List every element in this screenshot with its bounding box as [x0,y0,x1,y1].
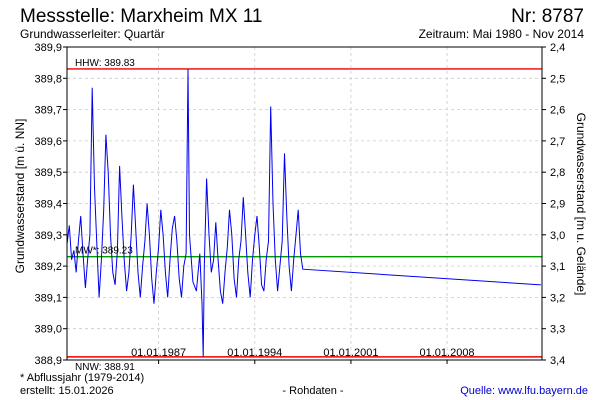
reference-lines [67,68,542,358]
aquifer-label: Grundwasserleiter: Quartär [20,27,165,41]
rawdata-label: - Rohdaten - [282,385,343,397]
series-line [66,68,541,357]
y-tick-label: 389,2 [34,261,62,273]
x-tick-label: 01.01.2008 [420,347,475,359]
reference-label-mw: MW*: 389.23 [75,246,133,257]
y-axis-label-right: Grundwasserstand [m u. Gelände] [574,113,588,296]
x-tick-label: 01.01.1994 [227,347,282,359]
y2-tick-label: 3,0 [550,230,565,242]
grid-lines [67,47,542,360]
y-tick-label: 389,4 [34,199,62,211]
y2-tick-label: 2,6 [550,105,565,117]
y2-tick-label: 3,2 [550,292,565,304]
y-tick-label: 389,5 [34,167,62,179]
source-link[interactable]: Quelle: www.lfu.bayern.de [460,385,588,397]
left-axis-ticks: 388,9 389,0 389,1 389,2 389,3 389,4 389,5 389,6… [34,42,67,367]
right-axis-ticks: 3,4 3,3 3,2 3,1 3,0 2,9 2,8 2,7 2,6 2,5 2,4 [542,42,565,367]
reference-labels: HHW: 389.83 MW*: 389.23 NNW: 388.91 [75,58,135,373]
created-date: erstellt: 15.01.2026 [20,385,114,397]
data-series [66,68,541,357]
y-axis-label-left: Grundwasserstand [m ü. NN] [13,119,27,274]
y2-tick-label: 3,3 [550,324,565,336]
y2-tick-label: 3,1 [550,261,565,273]
y2-tick-label: 2,4 [550,42,565,54]
y2-tick-label: 2,5 [550,73,565,85]
station-number: Nr: 8787 [511,6,584,27]
y-tick-label: 389,3 [34,230,62,242]
y-tick-label: 388,9 [34,355,62,367]
footnote: * Abflussjahr (1979-2014) [20,372,144,384]
y2-tick-label: 2,9 [550,199,565,211]
period-label: Zeitraum: Mai 1980 - Nov 2014 [419,27,585,41]
x-tick-label: 01.01.2001 [323,347,378,359]
y2-tick-label: 2,7 [550,136,565,148]
y-tick-label: 389,8 [34,73,62,85]
y-tick-label: 389,6 [34,136,62,148]
y2-tick-label: 2,8 [550,167,565,179]
reference-label-hhw: HHW: 389.83 [75,58,135,69]
station-title: Messstelle: Marxheim MX 11 [20,6,263,27]
y2-tick-label: 3,4 [550,355,565,367]
x-tick-label: 01.01.1987 [131,347,186,359]
y-tick-label: 389,7 [34,105,62,117]
y-tick-label: 389,0 [34,324,62,336]
x-axis-ticks: 01.01.1987 01.01.1994 01.01.2001 01.01.2008 [131,347,475,364]
y-tick-label: 389,1 [34,292,62,304]
reference-label-nnw: NNW: 388.91 [75,362,135,373]
y-tick-label: 389,9 [34,42,62,54]
